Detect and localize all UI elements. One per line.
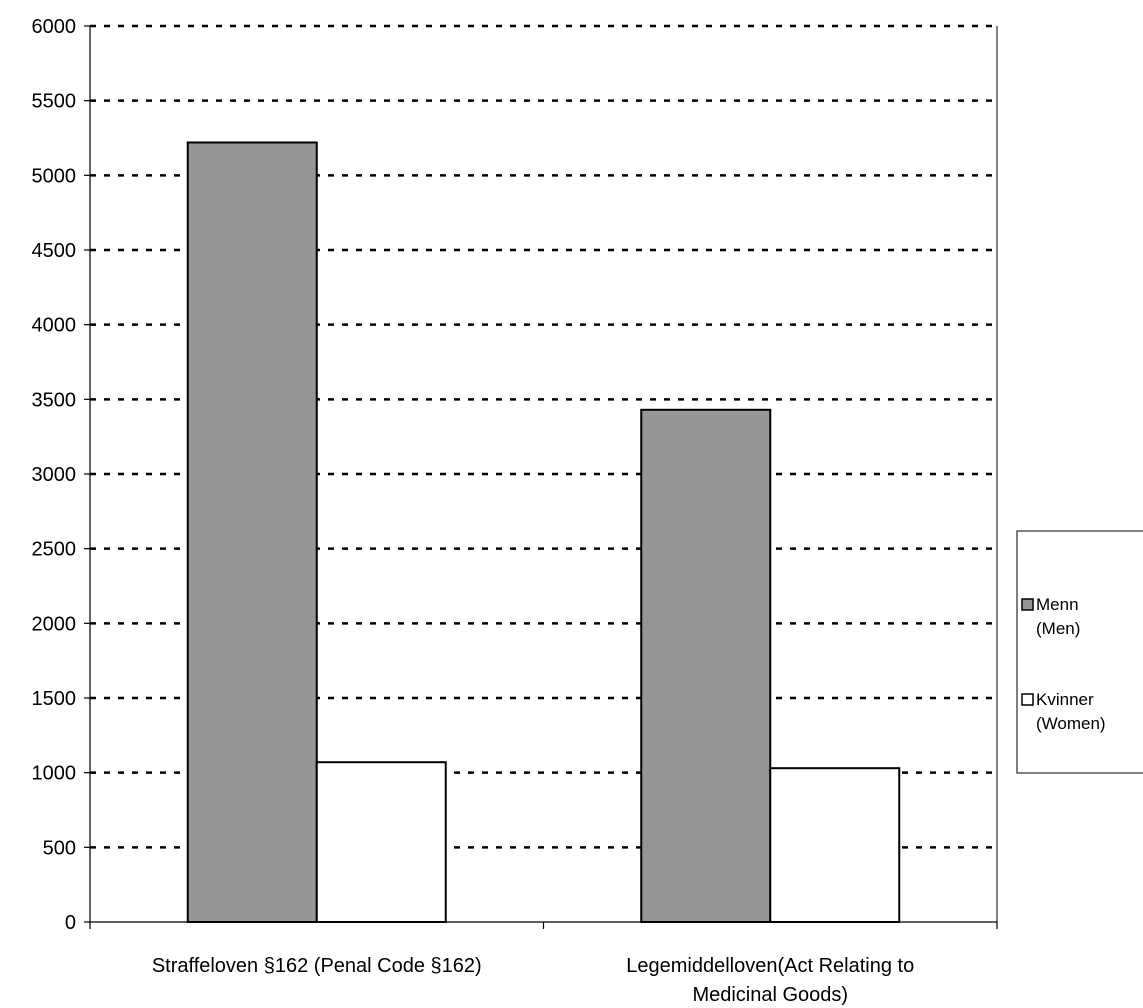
legend-swatch bbox=[1021, 693, 1034, 706]
x-category-label: Medicinal Goods) bbox=[692, 984, 848, 1006]
y-tick-label: 0 bbox=[65, 912, 76, 934]
y-tick-label: 3500 bbox=[32, 389, 77, 411]
y-tick-label: 3000 bbox=[32, 464, 77, 486]
legend: Menn (Men) Kvinner (Women) bbox=[1016, 530, 1143, 774]
legend-label: (Men) bbox=[1036, 619, 1080, 638]
x-category-label: Straffeloven §162 (Penal Code §162) bbox=[152, 955, 482, 977]
y-tick-label: 4500 bbox=[32, 240, 77, 262]
y-tick-label: 2500 bbox=[32, 539, 77, 561]
legend-label: Kvinner bbox=[1036, 690, 1094, 709]
y-tick-label: 5000 bbox=[32, 165, 77, 187]
y-tick-labels: 0 500 1000 1500 2000 2500 3000 3500 4000 4500 5000… bbox=[32, 16, 77, 934]
x-category-labels: Straffeloven §162 (Penal Code §162) Legem… bbox=[152, 955, 914, 1006]
y-tick-label: 5500 bbox=[32, 91, 77, 113]
bar-1-1 bbox=[769, 767, 901, 923]
y-tick-label: 6000 bbox=[32, 16, 77, 38]
y-tick-label: 500 bbox=[43, 837, 76, 859]
x-category-label: Legemiddelloven(Act Relating to bbox=[626, 955, 914, 977]
gridlines bbox=[90, 24, 997, 849]
y-tick-label: 1000 bbox=[32, 763, 77, 785]
legend-label: Menn bbox=[1036, 595, 1079, 614]
bars bbox=[186, 141, 901, 924]
y-tick-label: 2000 bbox=[32, 613, 77, 635]
y-tick-label: 4000 bbox=[32, 315, 77, 337]
bar-0-0 bbox=[186, 141, 318, 924]
y-tick-label: 1500 bbox=[32, 688, 77, 710]
legend-swatch bbox=[1021, 598, 1034, 611]
legend-box bbox=[1016, 530, 1143, 774]
bar-0-1 bbox=[315, 761, 447, 923]
bar-1-0 bbox=[640, 408, 772, 923]
legend-label: (Women) bbox=[1036, 714, 1106, 733]
